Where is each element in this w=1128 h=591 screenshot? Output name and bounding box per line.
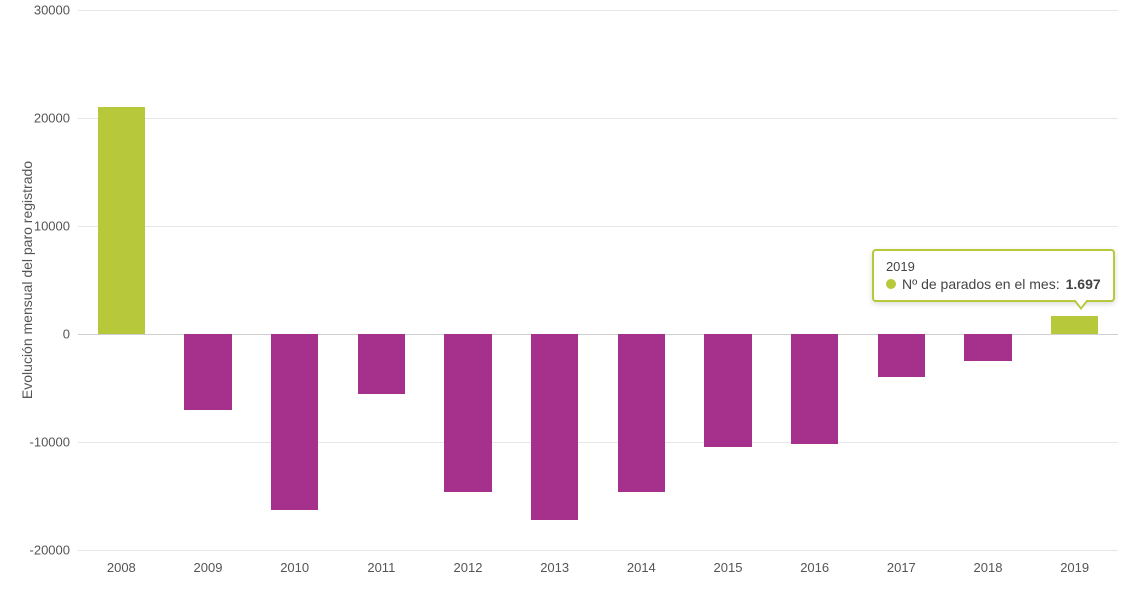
x-tick-label: 2010 <box>280 560 309 575</box>
x-tick-label: 2009 <box>194 560 223 575</box>
bar[interactable] <box>271 334 319 510</box>
tooltip-series-row: Nº de parados en el mes: 1.697 <box>886 276 1101 292</box>
grid-line <box>78 118 1118 119</box>
x-tick-label: 2012 <box>454 560 483 575</box>
chart-tooltip: 2019 Nº de parados en el mes: 1.697 <box>872 249 1115 302</box>
tooltip-category: 2019 <box>886 259 1101 274</box>
grid-line <box>78 442 1118 443</box>
x-tick-label: 2015 <box>714 560 743 575</box>
bar[interactable] <box>964 334 1012 361</box>
bar[interactable] <box>704 334 752 447</box>
y-tick-label: 10000 <box>34 219 78 234</box>
x-tick-label: 2016 <box>800 560 829 575</box>
bar[interactable] <box>1051 316 1099 334</box>
x-axis: 2008 2009 2010 2011 2012 2013 2014 2015 2016 2017… <box>78 556 1118 586</box>
y-tick-label: -10000 <box>30 435 78 450</box>
chart-container: Evolución mensual del paro registrado -2… <box>0 0 1128 591</box>
y-tick-label: 0 <box>63 327 78 342</box>
tooltip-tail-inner <box>1074 298 1088 307</box>
bar[interactable] <box>618 334 666 492</box>
bar[interactable] <box>531 334 579 520</box>
grid-line <box>78 550 1118 551</box>
bar[interactable] <box>444 334 492 492</box>
x-tick-label: 2019 <box>1060 560 1089 575</box>
x-tick-label: 2018 <box>974 560 1003 575</box>
bar[interactable] <box>358 334 406 394</box>
x-tick-label: 2011 <box>367 560 395 575</box>
grid-line <box>78 10 1118 11</box>
y-tick-label: -20000 <box>30 543 78 558</box>
bar[interactable] <box>184 334 232 410</box>
bar[interactable] <box>878 334 926 377</box>
y-tick-label: 30000 <box>34 3 78 18</box>
bar[interactable] <box>98 107 146 334</box>
tooltip-value: 1.697 <box>1066 276 1101 292</box>
x-tick-label: 2017 <box>887 560 916 575</box>
tooltip-series-label: Nº de parados en el mes: <box>902 276 1060 292</box>
tooltip-dot-icon <box>886 279 896 289</box>
x-tick-label: 2008 <box>107 560 136 575</box>
zero-baseline <box>78 334 1118 335</box>
x-tick-label: 2014 <box>627 560 656 575</box>
y-tick-label: 20000 <box>34 111 78 126</box>
grid-line <box>78 226 1118 227</box>
bar[interactable] <box>791 334 839 444</box>
y-axis-title: Evolución mensual del paro registrado <box>19 161 35 399</box>
x-tick-label: 2013 <box>540 560 569 575</box>
